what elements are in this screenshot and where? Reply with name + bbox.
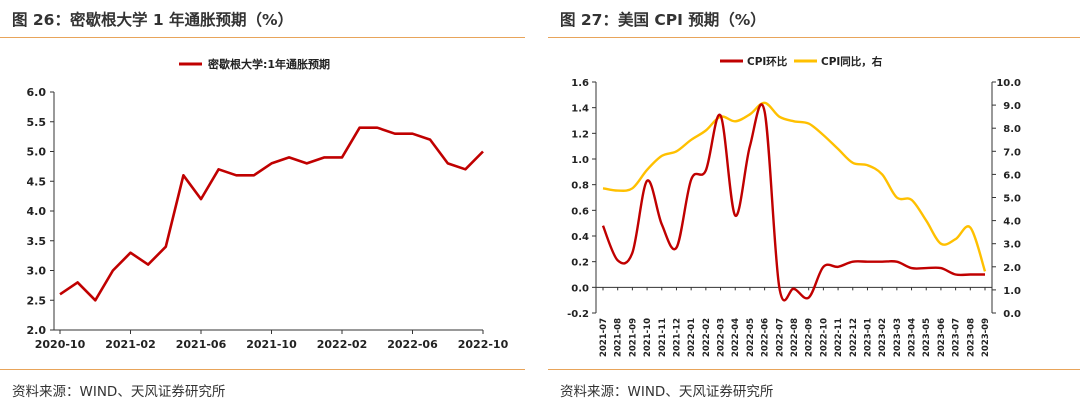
x-tick-label: 2021-10 [246, 338, 297, 351]
x-tick-label: 2023-08 [966, 318, 976, 357]
legend-label-cpi-yoy: CPI同比，右 [821, 55, 883, 68]
x-tick-label: 2022-10 [819, 318, 829, 357]
x-tick-label: 2022-01 [687, 318, 697, 357]
y-tick-label: 1.0 [571, 155, 589, 166]
y-tick-label: 1.2 [571, 129, 589, 140]
legend: 密歇根大学:1年通胀预期 [179, 57, 330, 71]
y-tick-label: 0.4 [571, 232, 589, 243]
figure-title: 图 27：美国 CPI 预期（%） [560, 11, 766, 29]
figure-27: 图 27：美国 CPI 预期（%） CPI环比 CPI同比，右 1.6 1.4 1.2 1… [548, 0, 1080, 418]
x-tick-label: 2022-12 [849, 318, 859, 357]
y2-tick-label: 9.0 [1003, 101, 1021, 112]
y-tick-label: 3.0 [27, 265, 47, 278]
legend-label: 密歇根大学:1年通胀预期 [208, 57, 330, 71]
y2-tick-label: 4.0 [1003, 217, 1021, 228]
figure-26: 图 26：密歇根大学 1 年通胀预期（%） 密歇根大学:1年通胀预期 6.0 5.5… [0, 0, 525, 418]
legend-label-cpi-mom: CPI环比 [747, 55, 788, 68]
x-tick-label: 2023-04 [908, 318, 918, 357]
title-divider [0, 37, 525, 38]
x-tick-label: 2023-05 [922, 318, 932, 357]
x-tick-label: 2021-10 [643, 318, 653, 357]
y2-tick-label: 3.0 [1003, 240, 1021, 251]
chart-us-cpi-expectation: CPI环比 CPI同比，右 1.6 1.4 1.2 1.0 0.8 0.6 0.4 0.2 0.0 -… [567, 55, 1021, 357]
y-tick-label: 4.0 [27, 205, 47, 218]
legend: CPI环比 CPI同比，右 [720, 55, 883, 68]
y-tick-label: 1.6 [571, 78, 589, 89]
series-line-cpi-yoy [602, 101, 987, 272]
y2-tick-label: 7.0 [1003, 147, 1021, 158]
x-tick-label: 2022-08 [790, 318, 800, 357]
y-tick-label: 0.6 [571, 206, 589, 217]
x-tick-label: 2022-03 [717, 318, 727, 357]
y-tick-label: 0.2 [571, 258, 589, 269]
x-tick-label: 2022-06 [387, 338, 438, 351]
y2-tick-label: 6.0 [1003, 170, 1021, 181]
y-tick-label: 2.5 [27, 294, 47, 307]
x-tick-label: 2020-10 [35, 338, 86, 351]
source-note: 资料来源：WIND、天风证券研究所 [560, 384, 774, 400]
x-tick-label: 2023-09 [981, 318, 991, 357]
y2-tick-label: 1.0 [1003, 286, 1021, 297]
y-tick-label: 0.0 [571, 283, 589, 294]
y2-tick-label: 2.0 [1003, 263, 1021, 274]
y2-tick-label: 10.0 [996, 78, 1021, 89]
x-tick-label: 2022-07 [775, 318, 785, 357]
y-tick-label: 0.8 [571, 181, 589, 192]
x-tick-label: 2021-06 [176, 338, 227, 351]
x-tick-label: 2022-05 [746, 318, 756, 357]
x-tick-label: 2022-11 [834, 318, 844, 357]
y-tick-label: 4.5 [27, 175, 47, 188]
x-tick-label: 2022-02 [317, 338, 368, 351]
x-tick-label: 2022-02 [702, 318, 712, 357]
x-tick-label: 2023-06 [937, 318, 947, 357]
y2-tick-label: 0.0 [1003, 309, 1021, 320]
y-tick-label: 1.4 [571, 104, 589, 115]
x-tick-label: 2022-10 [458, 338, 509, 351]
y-tick-label: 5.5 [27, 116, 47, 129]
y-tick-label: 6.0 [27, 86, 47, 99]
y-tick-label: 3.5 [27, 235, 47, 248]
y2-tick-label: 5.0 [1003, 194, 1021, 205]
x-tick-label: 2023-02 [878, 318, 888, 357]
x-tick-label: 2022-04 [731, 318, 741, 357]
series-line-cpi-mom [601, 103, 985, 302]
x-tick-label: 2021-02 [105, 338, 156, 351]
x-tick-label: 2023-07 [952, 318, 962, 357]
source-note: 资料来源：WIND、天风证券研究所 [12, 384, 226, 400]
x-tick-label: 2023-03 [893, 318, 903, 357]
y-tick-label: -0.2 [567, 309, 589, 320]
x-tick-label: 2021-09 [628, 318, 638, 357]
x-tick-label: 2023-01 [863, 318, 873, 357]
bottom-divider [0, 369, 525, 370]
y-tick-label: 2.0 [27, 324, 47, 337]
x-tick-label: 2021-11 [658, 318, 668, 357]
y2-tick-label: 8.0 [1003, 124, 1021, 135]
x-tick-label: 2021-08 [614, 318, 624, 357]
figure-title: 图 26：密歇根大学 1 年通胀预期（%） [12, 11, 294, 29]
bottom-divider [548, 369, 1080, 370]
title-divider [548, 37, 1080, 38]
series-line-michigan [59, 126, 484, 302]
x-tick-label: 2021-12 [672, 318, 682, 357]
y-tick-label: 5.0 [27, 146, 47, 159]
x-tick-label: 2021-07 [599, 318, 609, 357]
x-tick-label: 2022-06 [761, 318, 771, 357]
chart-michigan-inflation-expectation: 密歇根大学:1年通胀预期6.05.55.04.54.03.53.02.52.02… [27, 57, 509, 351]
x-tick-label: 2022-09 [805, 318, 815, 357]
